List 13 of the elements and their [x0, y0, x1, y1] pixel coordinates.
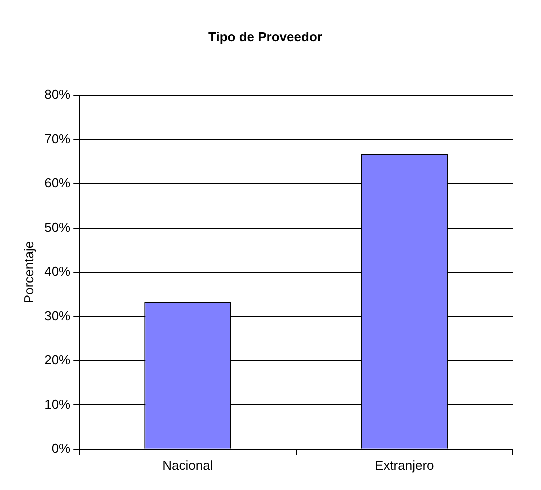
chart-title: Tipo de Proveedor: [208, 29, 322, 44]
y-tick-label: 40%: [44, 264, 72, 280]
y-tick-label: 80%: [44, 87, 72, 102]
y-tick-label: 50%: [44, 220, 72, 235]
x-tick-label: Nacional: [162, 458, 214, 473]
y-tick-label: 30%: [44, 308, 72, 324]
y-tick-label: 10%: [44, 396, 72, 412]
y-tick-label: 60%: [44, 176, 72, 191]
y-tick-label: 70%: [44, 131, 72, 146]
x-tick-label: Extranjero: [375, 458, 434, 473]
y-axis-title: Porcentaje: [21, 241, 36, 304]
y-tick-label: 0%: [52, 440, 72, 456]
y-tick-label: 20%: [44, 352, 72, 368]
